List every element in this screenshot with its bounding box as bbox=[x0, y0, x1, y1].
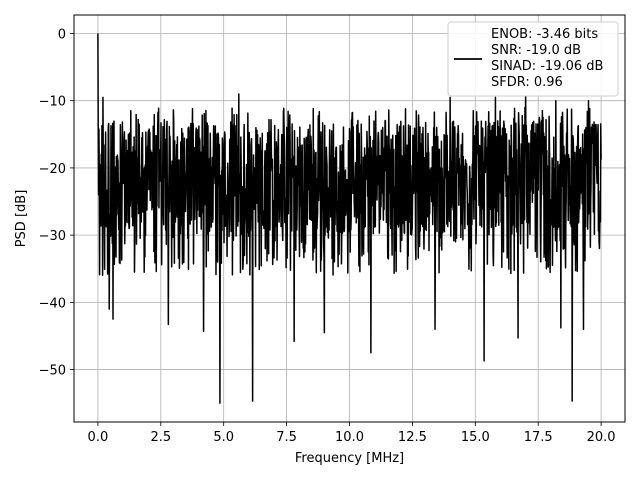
x-tick-label: 12.5 bbox=[398, 430, 427, 445]
series-psd bbox=[97, 33, 602, 404]
x-tick-label: 10.0 bbox=[335, 430, 364, 445]
y-tick-label: −10 bbox=[39, 95, 66, 110]
x-tick-label: 5.0 bbox=[213, 430, 234, 445]
legend-entry-sinad: SINAD: -19.06 dB bbox=[491, 59, 603, 74]
psd-series-line bbox=[97, 33, 602, 404]
y-tick-label: −20 bbox=[39, 162, 66, 177]
x-tick-label: 15.0 bbox=[461, 430, 490, 445]
y-axis-label: PSD [dB] bbox=[14, 190, 29, 248]
legend-entry-enob: ENOB: -3.46 bits bbox=[491, 27, 598, 42]
y-axis: 0 −10 −20 −30 −40 −50 bbox=[39, 27, 74, 379]
x-axis-label: Frequency [MHz] bbox=[295, 451, 404, 466]
x-tick-label: 2.5 bbox=[150, 430, 171, 445]
legend: ENOB: -3.46 bits SNR: -19.0 dB SINAD: -1… bbox=[447, 21, 619, 97]
x-tick-label: 0.0 bbox=[88, 430, 109, 445]
y-tick-label: 0 bbox=[58, 27, 66, 42]
legend-entry-sfdr: SFDR: 0.96 bbox=[491, 75, 563, 90]
x-tick-label: 17.5 bbox=[524, 430, 553, 445]
x-tick-label: 7.5 bbox=[276, 430, 297, 445]
y-tick-label: −50 bbox=[39, 364, 66, 379]
x-tick-label: 20.0 bbox=[587, 430, 616, 445]
y-tick-label: −30 bbox=[39, 229, 66, 244]
x-axis: 0.0 2.5 5.0 7.5 10.0 12.5 15.0 17.5 20.0 bbox=[88, 422, 616, 445]
legend-box bbox=[447, 21, 619, 97]
legend-entry-snr: SNR: -19.0 dB bbox=[491, 43, 581, 58]
y-tick-label: −40 bbox=[39, 296, 66, 311]
